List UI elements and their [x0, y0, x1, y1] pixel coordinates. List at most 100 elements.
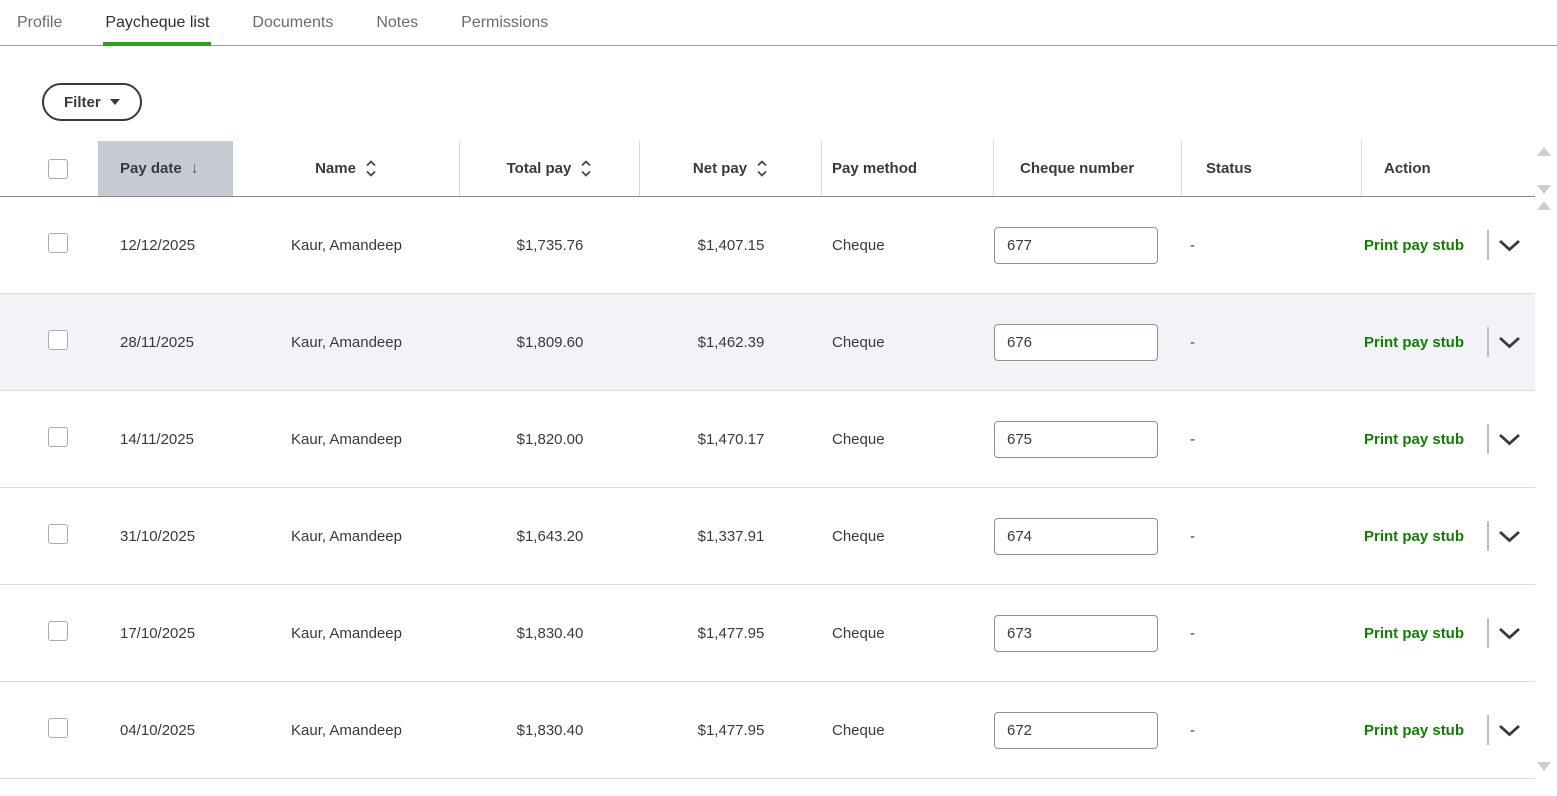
cheque-number-input[interactable] [994, 226, 1158, 264]
print-pay-stub-link[interactable]: Print pay stub [1364, 624, 1465, 642]
pay-date-cell: 28/11/2025 [98, 334, 233, 351]
net-pay-value: $1,477.95 [697, 624, 765, 642]
header-cheque-number-label: Cheque number [1020, 160, 1135, 177]
print-pay-stub-link[interactable]: Print pay stub [1364, 527, 1465, 545]
net-pay-cell: $1,477.95 [640, 625, 822, 642]
chevron-down-icon [1499, 724, 1520, 736]
name-cell: Kaur, Amandeep [233, 334, 460, 351]
total-pay-value: $1,809.60 [516, 333, 584, 351]
action-divider [1487, 521, 1489, 551]
header-pay-method-label: Pay method [832, 160, 918, 177]
print-pay-stub-link[interactable]: Print pay stub [1364, 236, 1465, 254]
status-value: - [1190, 430, 1195, 448]
row-select-cell [0, 524, 98, 548]
row-checkbox[interactable] [48, 233, 68, 253]
header-name[interactable]: Name [233, 141, 460, 196]
chevron-down-icon [1499, 627, 1520, 639]
status-value: - [1190, 527, 1195, 545]
header-action-label: Action [1384, 160, 1431, 177]
header-status-label: Status [1206, 160, 1252, 177]
status-value: - [1190, 721, 1195, 739]
filter-button[interactable]: Filter [42, 83, 142, 121]
cheque-number-input[interactable] [994, 323, 1158, 361]
action-cell: Print pay stub [1362, 230, 1535, 260]
pay-date-cell: 04/10/2025 [98, 722, 233, 739]
tab-profile[interactable]: Profile [17, 13, 63, 31]
row-checkbox[interactable] [48, 427, 68, 447]
name-cell: Kaur, Amandeep [233, 431, 460, 448]
pay-date-value: 28/11/2025 [120, 333, 194, 351]
row-actions-dropdown-button[interactable] [1498, 239, 1521, 252]
table-row: 17/10/2025 Kaur, Amandeep $1,830.40 $1,4… [0, 585, 1535, 682]
print-pay-stub-link[interactable]: Print pay stub [1364, 333, 1465, 351]
row-actions-dropdown-button[interactable] [1498, 724, 1521, 737]
cheque-number-input[interactable] [994, 420, 1158, 458]
pay-date-value: 14/11/2025 [120, 430, 194, 448]
header-pay-date-label: Pay date [120, 160, 182, 177]
cheque-number-cell [994, 420, 1182, 458]
row-actions-dropdown-button[interactable] [1498, 433, 1521, 446]
row-select-cell [0, 233, 98, 257]
chevron-down-icon [1499, 530, 1520, 542]
tab-paycheque-list[interactable]: Paycheque list [103, 0, 212, 46]
row-actions-dropdown-button[interactable] [1498, 530, 1521, 543]
total-pay-value: $1,820.00 [516, 430, 584, 448]
action-menu-group [1487, 715, 1521, 745]
row-checkbox[interactable] [48, 524, 68, 544]
status-value: - [1190, 236, 1195, 254]
action-menu-group [1487, 230, 1521, 260]
action-cell: Print pay stub [1362, 424, 1535, 454]
net-pay-cell: $1,462.39 [640, 334, 822, 351]
total-pay-value: $1,830.40 [516, 624, 584, 642]
pay-method-value: Cheque [832, 333, 885, 351]
chevron-down-icon [1499, 239, 1520, 251]
cheque-number-input[interactable] [994, 711, 1158, 749]
action-menu-group [1487, 327, 1521, 357]
row-checkbox[interactable] [48, 718, 68, 738]
total-pay-cell: $1,643.20 [460, 528, 640, 545]
total-pay-cell: $1,830.40 [460, 625, 640, 642]
tab-bar: Profile Paycheque list Documents Notes P… [0, 0, 1557, 46]
status-value: - [1190, 624, 1195, 642]
employee-name-value: Kaur, Amandeep [291, 721, 402, 739]
cheque-number-input[interactable] [994, 517, 1158, 555]
row-actions-dropdown-button[interactable] [1498, 336, 1521, 349]
scroll-down-arrow[interactable] [1537, 185, 1551, 194]
row-checkbox[interactable] [48, 621, 68, 641]
row-select-cell [0, 621, 98, 645]
row-actions-dropdown-button[interactable] [1498, 627, 1521, 640]
total-pay-cell: $1,735.76 [460, 237, 640, 254]
cheque-number-cell [994, 226, 1182, 264]
header-name-label: Name [315, 160, 356, 177]
chevron-down-icon [1499, 336, 1520, 348]
pay-date-value: 04/10/2025 [120, 721, 196, 739]
action-divider [1487, 715, 1489, 745]
status-cell: - [1182, 625, 1362, 642]
table-row: 28/11/2025 Kaur, Amandeep $1,809.60 $1,4… [0, 294, 1535, 391]
action-cell: Print pay stub [1362, 521, 1535, 551]
row-checkbox[interactable] [48, 330, 68, 350]
pay-method-value: Cheque [832, 527, 885, 545]
pay-method-cell: Cheque [822, 625, 994, 642]
caret-down-icon [109, 99, 120, 105]
scroll-down-arrow[interactable] [1537, 762, 1551, 771]
header-total-pay[interactable]: Total pay [460, 141, 640, 196]
net-pay-value: $1,477.95 [697, 721, 765, 739]
total-pay-cell: $1,820.00 [460, 431, 640, 448]
cheque-number-input[interactable] [994, 614, 1158, 652]
tab-permissions[interactable]: Permissions [461, 13, 549, 31]
pay-method-value: Cheque [832, 721, 885, 739]
select-all-checkbox[interactable] [48, 158, 68, 179]
header-net-pay[interactable]: Net pay [640, 141, 822, 196]
employee-name-value: Kaur, Amandeep [291, 527, 402, 545]
total-pay-value: $1,735.76 [516, 236, 584, 254]
scroll-up-arrow[interactable] [1537, 201, 1551, 210]
scroll-up-arrow[interactable] [1537, 147, 1551, 156]
action-menu-group [1487, 618, 1521, 648]
print-pay-stub-link[interactable]: Print pay stub [1364, 721, 1465, 739]
tab-documents[interactable]: Documents [252, 13, 334, 31]
print-pay-stub-link[interactable]: Print pay stub [1364, 430, 1465, 448]
header-pay-date[interactable]: Pay date ↓ [98, 141, 233, 196]
sort-both-icon [581, 160, 591, 177]
tab-notes[interactable]: Notes [376, 13, 419, 31]
